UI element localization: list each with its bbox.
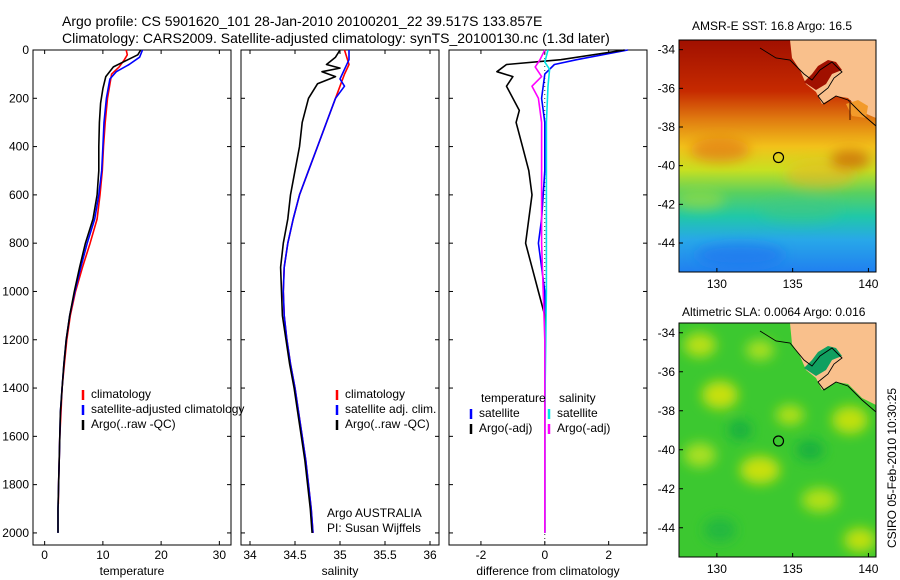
y-tick-label: 1600 <box>2 429 29 443</box>
map-x-tick-label: 140 <box>858 277 878 291</box>
map-x-tick-label: 135 <box>783 277 803 291</box>
y-tick-label: 200 <box>9 91 29 105</box>
x-tick-label: 20 <box>154 548 168 562</box>
x-tick-label: 0 <box>541 548 548 562</box>
x-tick-label: -2 <box>476 548 487 562</box>
series-line <box>282 50 350 533</box>
map-x-tick-label: 140 <box>858 562 878 576</box>
x-tick-label: 10 <box>96 548 110 562</box>
series-line <box>57 49 142 533</box>
annotation-text: Argo AUSTRALIA <box>327 506 422 520</box>
map-y-tick-label: -34 <box>658 43 676 57</box>
x-tick-label: 34.5 <box>283 548 307 562</box>
x-tick-label: 30 <box>213 548 227 562</box>
sst-texture <box>679 138 870 267</box>
x-axis-label: temperature <box>100 564 165 578</box>
y-tick-label: 2000 <box>2 526 29 540</box>
x-axis-label: salinity <box>322 564 359 578</box>
x-tick-label: 0 <box>41 548 48 562</box>
figure-title-line2: Climatology: CARS2009. Satellite-adjuste… <box>62 30 610 46</box>
legend-label: climatology <box>345 387 405 401</box>
legend-label: climatology <box>91 387 151 401</box>
legend-heading: salinity <box>559 391 596 405</box>
map-y-tick-label: -38 <box>658 120 676 134</box>
y-tick-label: 1800 <box>2 478 29 492</box>
panel-frame <box>240 49 440 546</box>
map-y-tick-label: -36 <box>658 81 676 95</box>
sla-axes: 130 135 140 -34 -36 -38 -40 -42 -44 <box>658 326 879 576</box>
map2-title: Altimetric SLA: 0.0064 Argo: 0.016 <box>682 305 866 319</box>
sla-frame <box>678 322 877 558</box>
series-line <box>531 49 546 533</box>
legend-label: Argo(-adj) <box>479 421 532 435</box>
map-y-tick-label: -36 <box>658 365 676 379</box>
side-label: CSIRO 05-Feb-2010 10:30:25 <box>885 388 899 548</box>
y-tick-label: 400 <box>9 140 29 154</box>
sla-texture <box>684 333 876 552</box>
panel-frame <box>448 49 648 546</box>
sla-land <box>790 323 876 405</box>
series-line <box>57 49 144 533</box>
legend-label: satellite-adjusted climatology <box>91 402 244 416</box>
sla-map <box>679 323 876 557</box>
sla-gulf-water <box>804 346 842 376</box>
map-x-tick-label: 135 <box>783 562 803 576</box>
sla-coastline <box>759 330 876 413</box>
series-line <box>57 49 129 505</box>
legend-label: satellite <box>557 406 598 420</box>
map-x-tick-label: 130 <box>707 277 727 291</box>
y-tick-label: 1400 <box>2 381 29 395</box>
map-x-tick-label: 130 <box>707 562 727 576</box>
legend-heading: temperature <box>481 391 546 405</box>
x-tick-label: 34 <box>243 548 257 562</box>
sst-float-marker <box>772 151 785 164</box>
map-y-tick-label: -38 <box>658 404 676 418</box>
map-y-tick-label: -44 <box>658 236 676 250</box>
x-axis-label: difference from climatology <box>476 564 619 578</box>
map-y-tick-label: -44 <box>658 521 676 535</box>
map-y-tick-label: -42 <box>658 482 676 496</box>
y-tick-label: 1200 <box>2 333 29 347</box>
x-tick-label: 35.5 <box>373 548 397 562</box>
legend-label: satellite <box>479 406 520 420</box>
y-tick-label: 0 <box>22 43 29 57</box>
x-tick-label: 36 <box>423 548 437 562</box>
sst-axes: 130 135 140 -34 -36 -38 -40 -42 -44 <box>658 43 879 291</box>
temperature-panel: 0 10 20 30 0 200 400 600 800 1000 1200 1400 1600 1800… <box>2 43 244 578</box>
map-y-tick-label: -34 <box>658 326 676 340</box>
series-line <box>279 49 341 533</box>
sst-map <box>679 40 876 272</box>
legend-label: Argo(-adj) <box>557 421 610 435</box>
salinity-panel: 34 34.5 35 35.5 36 salinity climatologysatelli… <box>240 49 440 578</box>
map-y-tick-label: -42 <box>658 197 676 211</box>
sst-gulf-water <box>804 60 842 90</box>
x-tick-label: 35 <box>333 548 347 562</box>
y-tick-label: 800 <box>9 236 29 250</box>
legend-label: Argo(..raw -QC) <box>345 417 430 431</box>
map-y-tick-label: -40 <box>658 159 676 173</box>
sla-float-marker <box>772 435 785 447</box>
series-line <box>537 49 628 533</box>
panel-frame <box>32 49 232 546</box>
annotation-text: PI: Susan Wijffels <box>327 521 421 535</box>
map1-title: AMSR-E SST: 16.8 Argo: 16.5 <box>692 19 852 33</box>
map-y-tick-label: -40 <box>658 443 676 457</box>
y-tick-label: 1000 <box>2 284 29 298</box>
figure-title-line1: Argo profile: CS 5901620_101 28-Jan-2010… <box>62 13 543 29</box>
series-line <box>282 49 350 533</box>
x-tick-label: 2 <box>605 548 612 562</box>
legend-label: Argo(..raw -QC) <box>91 417 176 431</box>
series-line <box>496 49 625 533</box>
y-tick-label: 600 <box>9 188 29 202</box>
legend-label: satellite adj. clim. <box>345 402 436 416</box>
sst-coastline <box>759 47 876 127</box>
sst-frame <box>678 39 877 273</box>
difference-panel: -2 0 2 difference from climatology temperatu… <box>448 49 648 578</box>
